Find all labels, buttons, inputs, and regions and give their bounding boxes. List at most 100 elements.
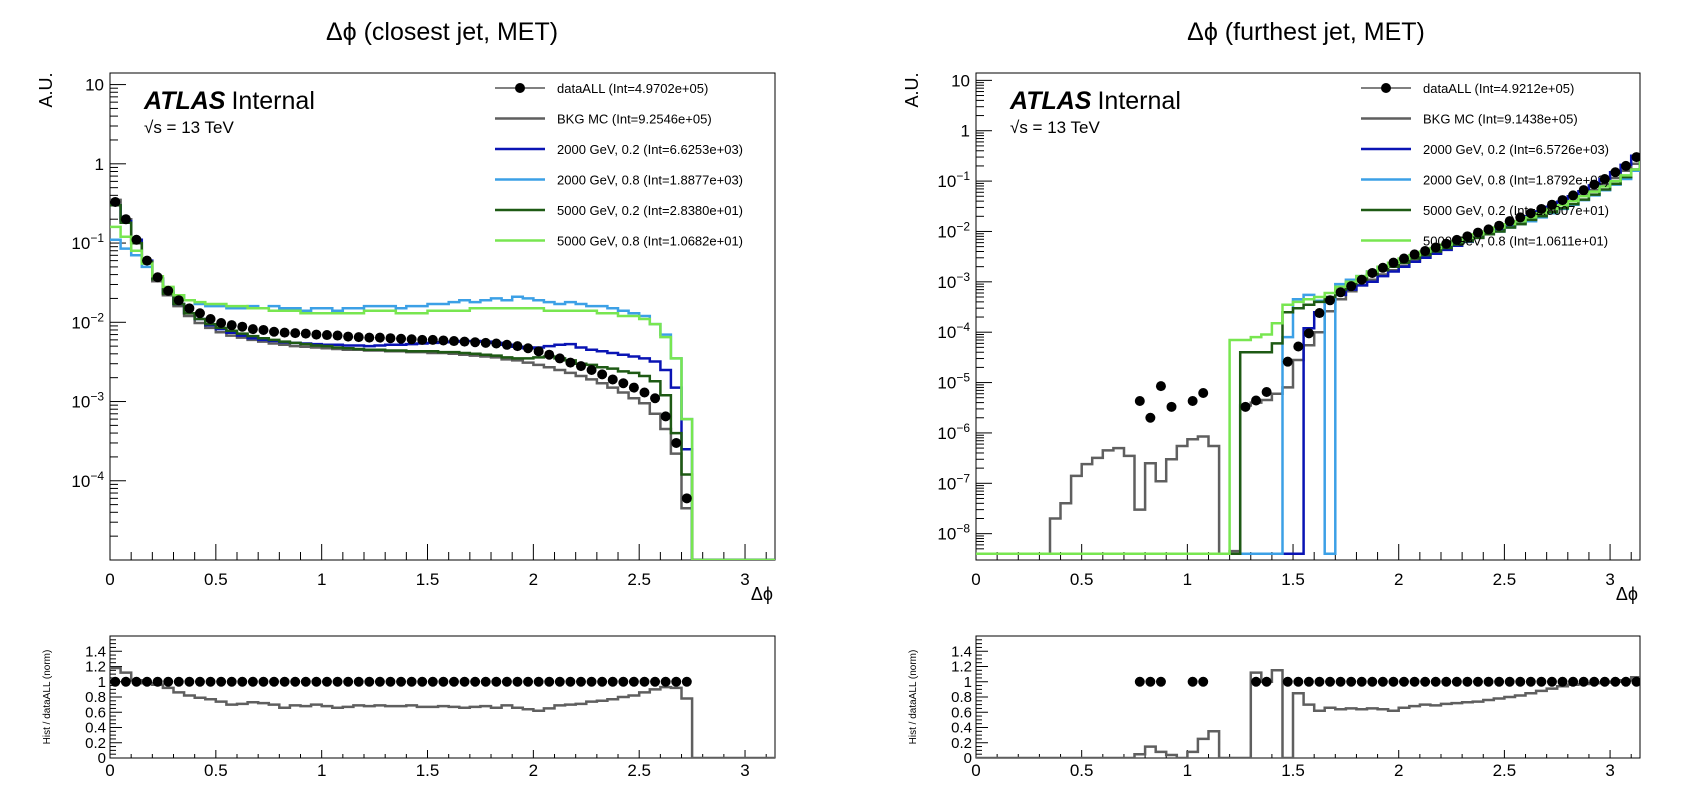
ratio-data-point bbox=[438, 676, 449, 687]
ratio-y-tick-label: 0.2 bbox=[951, 735, 972, 752]
ratio-data-point bbox=[628, 676, 639, 687]
ratio-plot-area bbox=[110, 666, 775, 758]
data-point bbox=[586, 364, 597, 375]
ratio-x-tick-label: 3 bbox=[1605, 761, 1614, 780]
data-point bbox=[332, 330, 343, 341]
ratio-data-point bbox=[575, 676, 586, 687]
legend-entry: 2000 GeV, 0.8 (Int=1.8792e+03) bbox=[1423, 173, 1609, 188]
ratio-data-point bbox=[396, 676, 407, 687]
ratio-data-point bbox=[216, 676, 227, 687]
data-point bbox=[650, 393, 661, 404]
data-point bbox=[1166, 401, 1177, 412]
ratio-x-tick-label: 1 bbox=[317, 761, 326, 780]
y-tick-label: 10−2 bbox=[71, 310, 104, 332]
ratio-data-point bbox=[1145, 676, 1156, 687]
ratio-y-tick-label: 0.8 bbox=[85, 689, 106, 706]
ratio-data-point bbox=[512, 676, 523, 687]
ratio-y-tick-label: 0 bbox=[964, 750, 972, 767]
ratio-data-point bbox=[247, 676, 258, 687]
ratio-y-tick-label: 1 bbox=[98, 674, 106, 691]
series-line-3 bbox=[110, 238, 775, 560]
ratio-data-point bbox=[1409, 676, 1420, 687]
data-point bbox=[406, 334, 417, 345]
legend-entry: 2000 GeV, 0.2 (Int=6.5726e+03) bbox=[1423, 142, 1609, 157]
ratio-data-point bbox=[1536, 676, 1547, 687]
ratio-data-point bbox=[607, 676, 618, 687]
ratio-data-point bbox=[120, 676, 131, 687]
legend-entry: 5000 GeV, 0.2 (Int=2.8007e+01) bbox=[1423, 203, 1609, 218]
data-point bbox=[374, 332, 385, 343]
ratio-x-tick-label: 2.5 bbox=[627, 761, 651, 780]
ratio-data-point bbox=[173, 676, 184, 687]
ratio-y-tick-label: 0.8 bbox=[951, 689, 972, 706]
ratio-data-point bbox=[269, 676, 280, 687]
ratio-data-point bbox=[290, 676, 301, 687]
ratio-y-axis-label: Hist / dataALL (norm) bbox=[908, 650, 919, 745]
ratio-data-point bbox=[565, 676, 576, 687]
data-point bbox=[1462, 231, 1473, 242]
data-point bbox=[533, 346, 544, 357]
ratio-data-point bbox=[1187, 676, 1198, 687]
data-point bbox=[1303, 328, 1314, 339]
legend-entry: dataALL (Int=4.9212e+05) bbox=[1423, 81, 1574, 96]
ratio-data-point bbox=[491, 676, 502, 687]
ratio-x-tick-label: 3 bbox=[740, 761, 749, 780]
ratio-data-point bbox=[480, 676, 491, 687]
ratio-data-point bbox=[639, 676, 650, 687]
data-point bbox=[459, 336, 470, 347]
ratio-data-point bbox=[110, 676, 121, 687]
x-tick-label: 2 bbox=[529, 570, 538, 589]
data-point bbox=[1240, 401, 1251, 412]
data-point bbox=[163, 285, 174, 296]
ratio-plot-frame bbox=[975, 635, 1641, 759]
data-point bbox=[1578, 185, 1589, 196]
ratio-y-tick-label: 1 bbox=[964, 674, 972, 691]
data-point bbox=[681, 493, 692, 504]
data-point bbox=[1314, 308, 1325, 319]
data-point bbox=[131, 234, 142, 245]
ratio-data-point bbox=[194, 676, 205, 687]
ratio-data-point bbox=[237, 676, 248, 687]
ratio-data-point bbox=[321, 676, 332, 687]
legend-entry: 5000 GeV, 0.8 (Int=1.0611e+01) bbox=[1423, 234, 1608, 249]
data-point bbox=[438, 335, 449, 346]
legend-marker bbox=[1381, 83, 1391, 93]
ratio-x-tick-label: 1 bbox=[1183, 761, 1192, 780]
ratio-series-line-1 bbox=[976, 669, 1640, 758]
ratio-y-tick-label: 1.2 bbox=[85, 659, 106, 676]
data-point bbox=[226, 320, 237, 331]
x-tick-label: 0.5 bbox=[204, 570, 228, 589]
ratio-y-tick-label: 0.6 bbox=[85, 704, 106, 721]
data-point bbox=[618, 378, 629, 389]
y-tick-label: 10−1 bbox=[71, 231, 104, 253]
ratio-data-point bbox=[226, 676, 237, 687]
atlas-label: ATLAS Internal bbox=[1009, 87, 1181, 115]
data-point bbox=[1631, 152, 1640, 163]
y-tick-label: 1 bbox=[961, 122, 970, 141]
data-point bbox=[1599, 174, 1610, 185]
data-point bbox=[258, 324, 269, 335]
x-tick-label: 1 bbox=[317, 570, 326, 589]
x-tick-label: 0 bbox=[971, 570, 980, 589]
ratio-data-point bbox=[152, 676, 163, 687]
energy-label: √s = 13 TeV bbox=[144, 118, 234, 137]
ratio-data-point bbox=[681, 676, 692, 687]
data-point bbox=[1155, 381, 1166, 392]
legend-entry: dataALL (Int=4.9702e+05) bbox=[557, 81, 708, 96]
x-tick-label: 3 bbox=[1605, 570, 1614, 589]
series-line-4 bbox=[110, 203, 775, 560]
x-tick-label: 2 bbox=[1394, 570, 1403, 589]
data-point bbox=[1483, 224, 1494, 235]
data-point bbox=[660, 411, 671, 422]
data-point bbox=[353, 332, 364, 343]
data-point bbox=[1536, 203, 1547, 214]
ratio-data-point bbox=[1198, 676, 1209, 687]
y-tick-label: 10−4 bbox=[71, 469, 104, 491]
ratio-x-tick-label: 2 bbox=[529, 761, 538, 780]
y-tick-label: 10−1 bbox=[937, 169, 970, 191]
series-line-3 bbox=[976, 161, 1640, 555]
legend-entry: 2000 GeV, 0.8 (Int=1.8877e+03) bbox=[557, 173, 743, 188]
ratio-data-point bbox=[205, 676, 216, 687]
data-point bbox=[1472, 227, 1483, 238]
